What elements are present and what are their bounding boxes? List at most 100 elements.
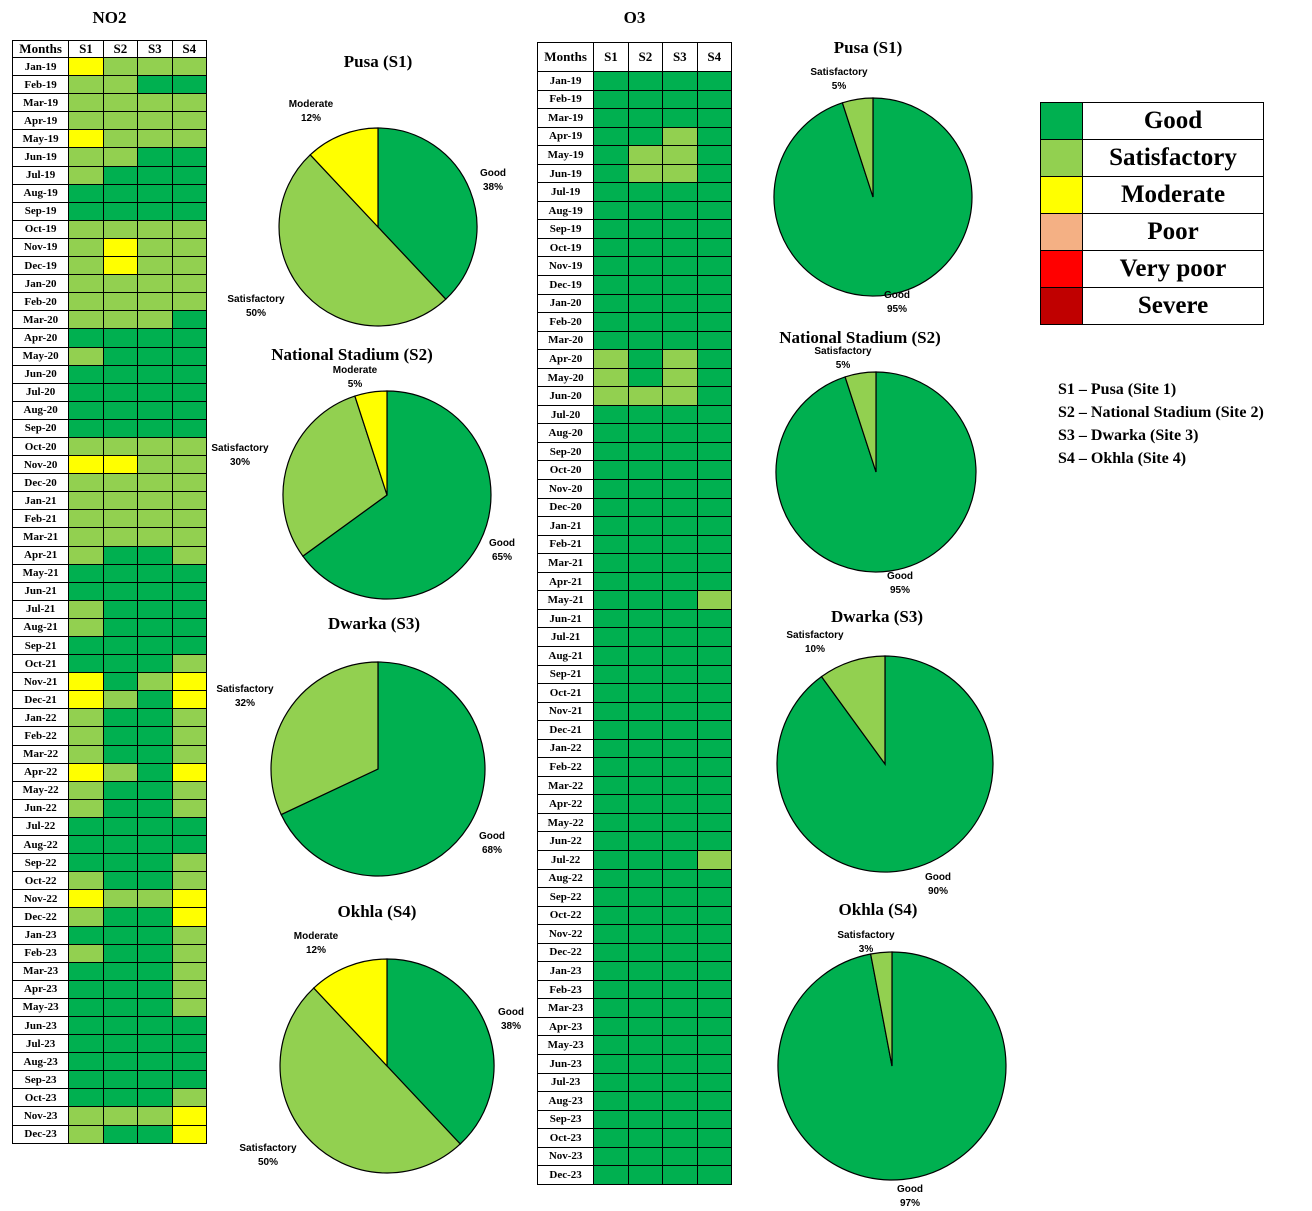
month-cell: Jul-19 <box>536 182 595 202</box>
aqi-cell <box>102 1088 139 1108</box>
pie-data-label: Moderate 12% <box>266 930 366 958</box>
aqi-cell <box>68 581 104 601</box>
aqi-cell <box>662 163 698 184</box>
aqi-cell <box>137 310 173 330</box>
aqi-cell <box>593 868 629 889</box>
table-row: Mar-23 <box>11 961 208 981</box>
aqi-cell <box>68 1106 104 1126</box>
aqi-cell <box>593 608 629 629</box>
aqi-cell <box>627 479 664 499</box>
table-row: May-22 <box>536 812 733 833</box>
aqi-cell <box>171 871 208 891</box>
aqi-cell <box>593 237 629 258</box>
aqi-cell <box>102 256 139 276</box>
aqi-cell <box>662 1165 698 1185</box>
table-row: May-21 <box>536 590 733 610</box>
aqi-cell <box>593 516 629 536</box>
aqi-cell <box>662 1035 698 1055</box>
month-cell: Dec-22 <box>536 942 595 963</box>
aqi-cell <box>137 907 173 927</box>
aqi-cell <box>102 816 139 837</box>
aqi-cell <box>662 645 698 666</box>
month-cell: May-19 <box>536 145 595 165</box>
column-header: S4 <box>171 40 208 58</box>
aqi-cell <box>102 183 139 203</box>
table-row: Nov-19 <box>536 256 733 277</box>
slice-percent-label: 5% <box>835 360 851 371</box>
pie-title: Dwarka (S3) <box>830 607 924 626</box>
aqi-cell <box>593 349 629 369</box>
aqi-cell <box>102 672 139 692</box>
table-header-row: Months S1 S2 S3 S4 <box>536 42 733 72</box>
aqi-cell <box>696 887 733 907</box>
aqi-cell <box>137 672 173 692</box>
pie-data-label: Good 65% <box>452 537 552 565</box>
aqi-cell <box>662 293 698 314</box>
aqi-cell <box>627 905 664 926</box>
aqi-cell <box>137 129 173 149</box>
aqi-cell <box>102 473 139 493</box>
month-cell: Aug-19 <box>536 200 595 221</box>
aqi-cell <box>137 346 173 366</box>
pie-chart <box>773 97 973 297</box>
aqi-cell <box>137 816 173 837</box>
aqi-cell <box>662 219 698 239</box>
month-cell: Feb-21 <box>11 509 70 529</box>
aqi-cell <box>102 346 139 366</box>
table-row: May-20 <box>11 346 208 366</box>
aqi-cell <box>662 126 698 147</box>
aqi-cell <box>171 1034 208 1054</box>
aqi-cell <box>696 979 733 1000</box>
aqi-cell <box>627 182 664 202</box>
month-cell: Jan-19 <box>11 56 70 77</box>
table-row: Feb-19 <box>11 75 208 95</box>
aqi-cell <box>696 89 733 110</box>
table-row: Jul-23 <box>11 1034 208 1054</box>
aqi-cell <box>68 165 104 185</box>
aqi-cell <box>171 907 208 927</box>
aqi-cell <box>137 274 173 294</box>
month-cell: Apr-22 <box>536 794 595 814</box>
aqi-cell <box>593 497 629 518</box>
aqi-cell <box>696 608 733 629</box>
slice-percent-label: 12% <box>300 113 321 124</box>
table-row: Aug-20 <box>536 423 733 443</box>
slice-category-label: Satisfactory <box>211 443 269 454</box>
month-cell: Dec-23 <box>536 1165 595 1185</box>
table-row: Nov-22 <box>536 924 733 944</box>
aqi-cell <box>627 831 664 851</box>
aqi-cell <box>627 571 664 592</box>
table-row: Sep-20 <box>11 418 208 438</box>
aqi-cell <box>593 460 629 481</box>
aqi-cell <box>102 907 139 927</box>
aqi-cell <box>696 849 733 870</box>
legend-swatch <box>1040 287 1083 325</box>
month-cell: May-23 <box>536 1035 595 1055</box>
aqi-cell <box>593 1072 629 1093</box>
aqi-cell <box>68 835 104 855</box>
table-row: Nov-22 <box>11 889 208 909</box>
month-cell: Nov-19 <box>536 256 595 277</box>
table-row: May-23 <box>536 1035 733 1055</box>
aqi-cell <box>137 617 173 638</box>
aqi-cell <box>102 835 139 855</box>
month-cell: Mar-21 <box>11 527 70 547</box>
table-row: Jul-20 <box>536 404 733 425</box>
aqi-cell <box>593 998 629 1018</box>
month-cell: Dec-21 <box>11 690 70 710</box>
aqi-cell <box>137 56 173 77</box>
aqi-cell <box>68 455 104 475</box>
aqi-cell <box>593 386 629 406</box>
slice-category-label: Satisfactory <box>810 67 868 78</box>
table-row: Aug-22 <box>11 835 208 855</box>
table-row: Mar-22 <box>11 744 208 764</box>
slice-category-label: Good <box>896 1184 924 1195</box>
aqi-cell <box>102 56 139 77</box>
slice-percent-label: 65% <box>491 552 512 563</box>
table-row: Apr-19 <box>11 111 208 131</box>
aqi-cell <box>696 293 733 314</box>
aqi-cell <box>171 961 208 981</box>
aqi-cell <box>102 237 139 258</box>
aqi-cell <box>627 645 664 666</box>
aqi-cell <box>627 849 664 870</box>
